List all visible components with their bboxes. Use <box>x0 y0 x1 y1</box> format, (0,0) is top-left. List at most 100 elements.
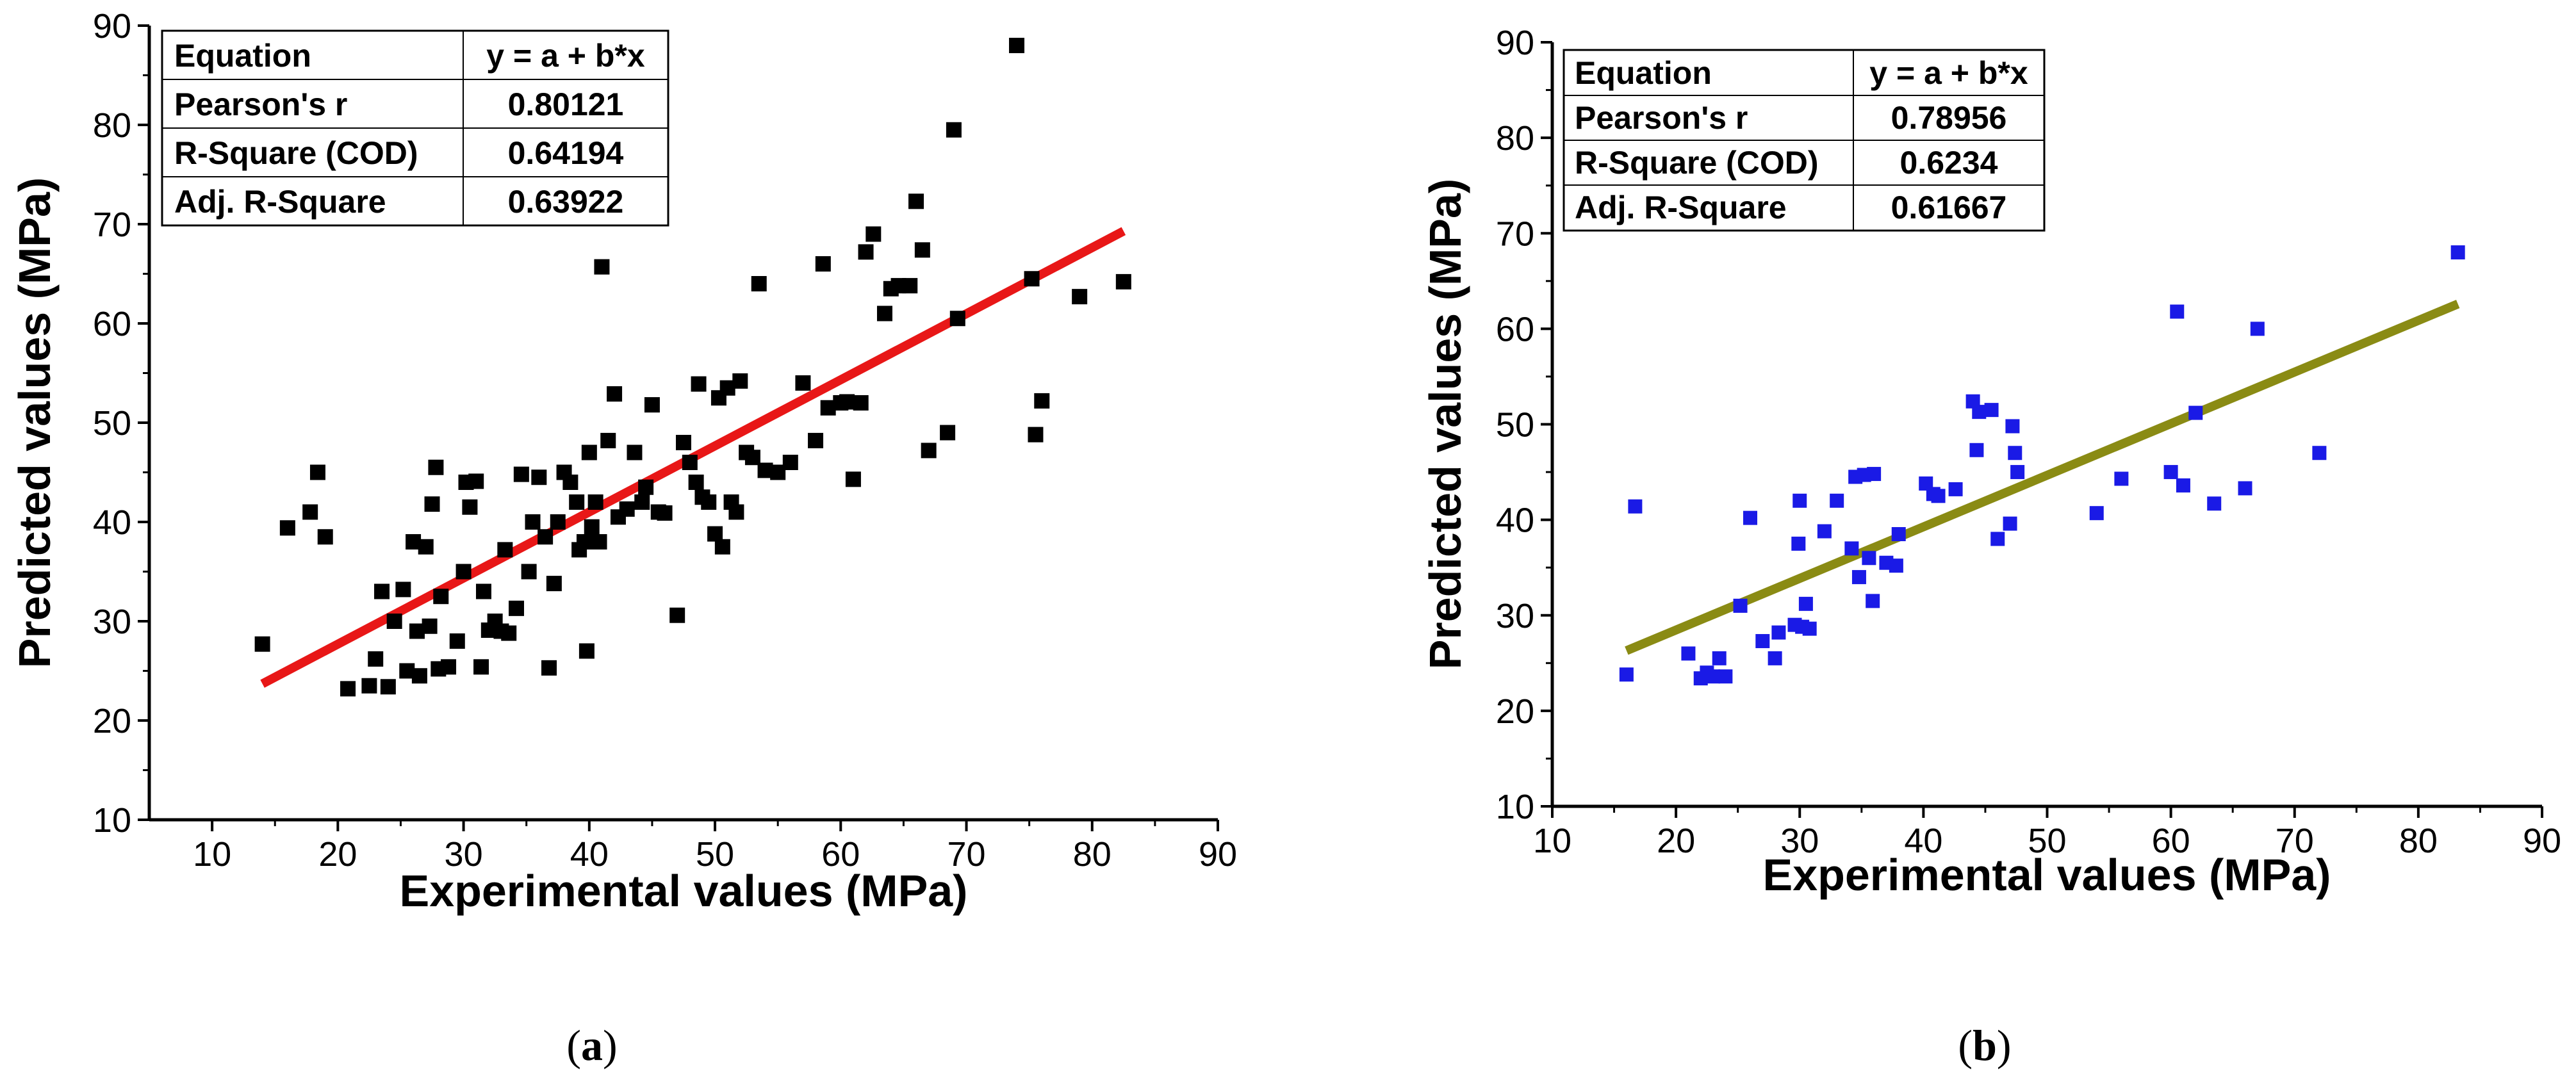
x-tick-label: 30 <box>1780 822 1819 860</box>
data-point <box>395 582 411 598</box>
y-tick-label: 10 <box>1496 788 1534 826</box>
data-point <box>1862 551 1876 566</box>
data-point <box>1948 482 1963 496</box>
fit-line <box>1625 300 2460 655</box>
data-point <box>1009 38 1025 53</box>
data-point <box>309 464 325 480</box>
data-point <box>751 276 767 291</box>
data-point <box>744 450 760 466</box>
data-point <box>591 534 607 550</box>
y-tick-label: 90 <box>93 7 131 45</box>
x-tick-label: 90 <box>2523 822 2561 860</box>
data-point <box>1718 669 1733 684</box>
data-point <box>2005 419 2020 434</box>
data-point <box>808 432 824 448</box>
data-point <box>1969 443 1984 457</box>
data-point <box>2163 465 2178 480</box>
data-point <box>428 459 444 475</box>
x-tick-label: 10 <box>1533 822 1571 860</box>
x-axis-title: Experimental values (MPa) <box>1763 850 2331 900</box>
data-point <box>682 455 698 470</box>
data-point <box>2207 496 2222 511</box>
y-tick-label: 40 <box>1496 501 1534 540</box>
data-point <box>1619 667 1634 682</box>
stats-table: Equation y = a + b*x Pearson's r 0.80121… <box>161 29 669 227</box>
stats-label: Pearson's r <box>1575 100 1748 136</box>
data-point <box>2312 446 2327 460</box>
data-point <box>669 607 685 623</box>
data-point <box>728 504 744 520</box>
data-point <box>497 542 513 558</box>
data-point <box>1972 405 1987 419</box>
data-point <box>1743 510 1757 525</box>
panel-b-chart: 10 20 30 40 50 60 70 80 90 10 20 30 40 50 60 70 80 90 Equ… <box>1420 24 2561 1070</box>
data-point <box>562 475 578 490</box>
data-point <box>1844 541 1859 556</box>
data-point <box>317 529 333 545</box>
data-point <box>1984 403 1999 418</box>
data-point <box>908 193 924 209</box>
data-point <box>433 589 449 605</box>
data-point <box>2188 405 2203 420</box>
data-point <box>845 471 861 487</box>
data-point <box>1712 651 1727 665</box>
stats-label: Equation <box>1575 55 1712 91</box>
data-point <box>676 435 691 450</box>
data-point <box>2114 471 2129 486</box>
data-point <box>374 583 390 599</box>
data-point <box>1681 646 1696 661</box>
data-point <box>2003 516 2017 531</box>
data-point <box>513 466 529 482</box>
x-tick-label: 40 <box>1904 822 1942 860</box>
stats-value: 0.63922 <box>508 184 624 220</box>
x-tick-label: 30 <box>445 835 483 874</box>
y-tick-label: 80 <box>93 106 131 145</box>
data-point <box>866 226 882 242</box>
data-point <box>1791 536 1806 551</box>
data-point <box>815 256 831 272</box>
data-point <box>462 499 478 515</box>
data-point <box>525 514 541 530</box>
panel-caption-b: (b) <box>1958 1021 2011 1070</box>
stats-value: 0.61667 <box>1891 190 2007 225</box>
x-tick-label: 70 <box>947 835 985 874</box>
data-point <box>644 397 660 413</box>
x-tick-label: 60 <box>821 835 860 874</box>
data-point <box>657 505 673 521</box>
data-point <box>1867 467 1882 482</box>
stats-label: Adj. R-Square <box>1575 190 1787 225</box>
data-point <box>876 305 892 322</box>
data-point <box>701 494 717 510</box>
data-point <box>424 496 440 512</box>
data-point <box>587 494 603 510</box>
x-tick-label: 90 <box>1199 835 1237 874</box>
data-point <box>1755 634 1770 649</box>
data-point <box>853 395 869 411</box>
data-point <box>418 539 434 555</box>
stats-value: y = a + b*x <box>486 38 645 74</box>
data-point <box>581 444 597 460</box>
stats-value: y = a + b*x <box>1869 55 2028 91</box>
data-point <box>2250 322 2265 336</box>
data-point <box>368 651 384 667</box>
panel-caption-a: (a) <box>566 1021 617 1070</box>
x-tick-label: 80 <box>2399 822 2438 860</box>
data-point <box>1990 532 2005 546</box>
x-tick-label: 20 <box>318 835 357 874</box>
stats-label: R-Square (COD) <box>174 135 418 171</box>
panel-label: b <box>1973 1021 1997 1070</box>
stats-value: 0.64194 <box>508 135 624 171</box>
data-point <box>795 375 811 391</box>
data-point <box>634 494 650 510</box>
data-point <box>1830 493 1844 508</box>
data-point <box>2089 506 2104 521</box>
y-tick-label: 60 <box>93 305 131 343</box>
data-point <box>279 520 295 536</box>
data-point <box>2176 478 2190 493</box>
stats-value: 0.6234 <box>1900 145 1998 181</box>
data-point <box>475 583 491 599</box>
points-layer <box>1619 245 2465 686</box>
x-tick-label: 50 <box>696 835 734 874</box>
data-point <box>1793 493 1807 508</box>
data-point <box>2238 481 2252 496</box>
